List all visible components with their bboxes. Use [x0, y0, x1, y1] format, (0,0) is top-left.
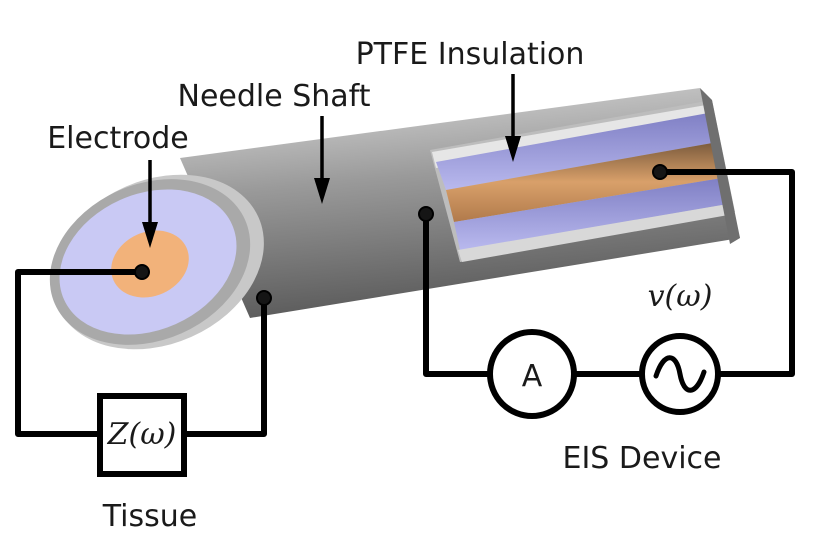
- label-voltage: v(ω): [648, 279, 713, 314]
- wire-impedance-to-shaft: [181, 295, 267, 437]
- node-shaft-right: [418, 206, 434, 222]
- cutaway-lower-wall: [458, 204, 734, 262]
- wire-source-to-core: [657, 169, 795, 377]
- electrode-core: [446, 142, 722, 222]
- circuit-wires: [15, 169, 795, 437]
- node-core: [652, 164, 668, 180]
- label-needle-shaft: Needle Shaft: [178, 79, 371, 114]
- node-electrode: [134, 264, 150, 280]
- impedance-label: Z(ω): [107, 417, 177, 452]
- ptfe-layer-bottom: [454, 178, 728, 250]
- label-electrode: Electrode: [47, 121, 189, 156]
- arrow-electrode: [142, 160, 158, 248]
- wire-shaft-to-ammeter: [423, 211, 493, 377]
- shaft-end-face: [700, 88, 740, 244]
- ammeter-icon: A: [487, 329, 577, 419]
- ammeter-label: A: [522, 359, 543, 394]
- arrow-ptfe: [505, 74, 521, 162]
- ac-source-icon: [639, 333, 721, 415]
- ptfe-layer-top: [436, 112, 718, 190]
- wire-electrode-to-impedance: [15, 269, 143, 437]
- tip-electrode-face: [111, 230, 189, 298]
- node-shaft-left: [256, 290, 272, 306]
- label-eis-device: EIS Device: [563, 441, 722, 476]
- label-ptfe-insulation: PTFE Insulation: [356, 37, 585, 72]
- needle-tip: [49, 179, 251, 345]
- impedance-box-icon: Z(ω): [97, 393, 187, 477]
- label-tissue: Tissue: [102, 499, 197, 534]
- arrow-needle: [314, 116, 330, 204]
